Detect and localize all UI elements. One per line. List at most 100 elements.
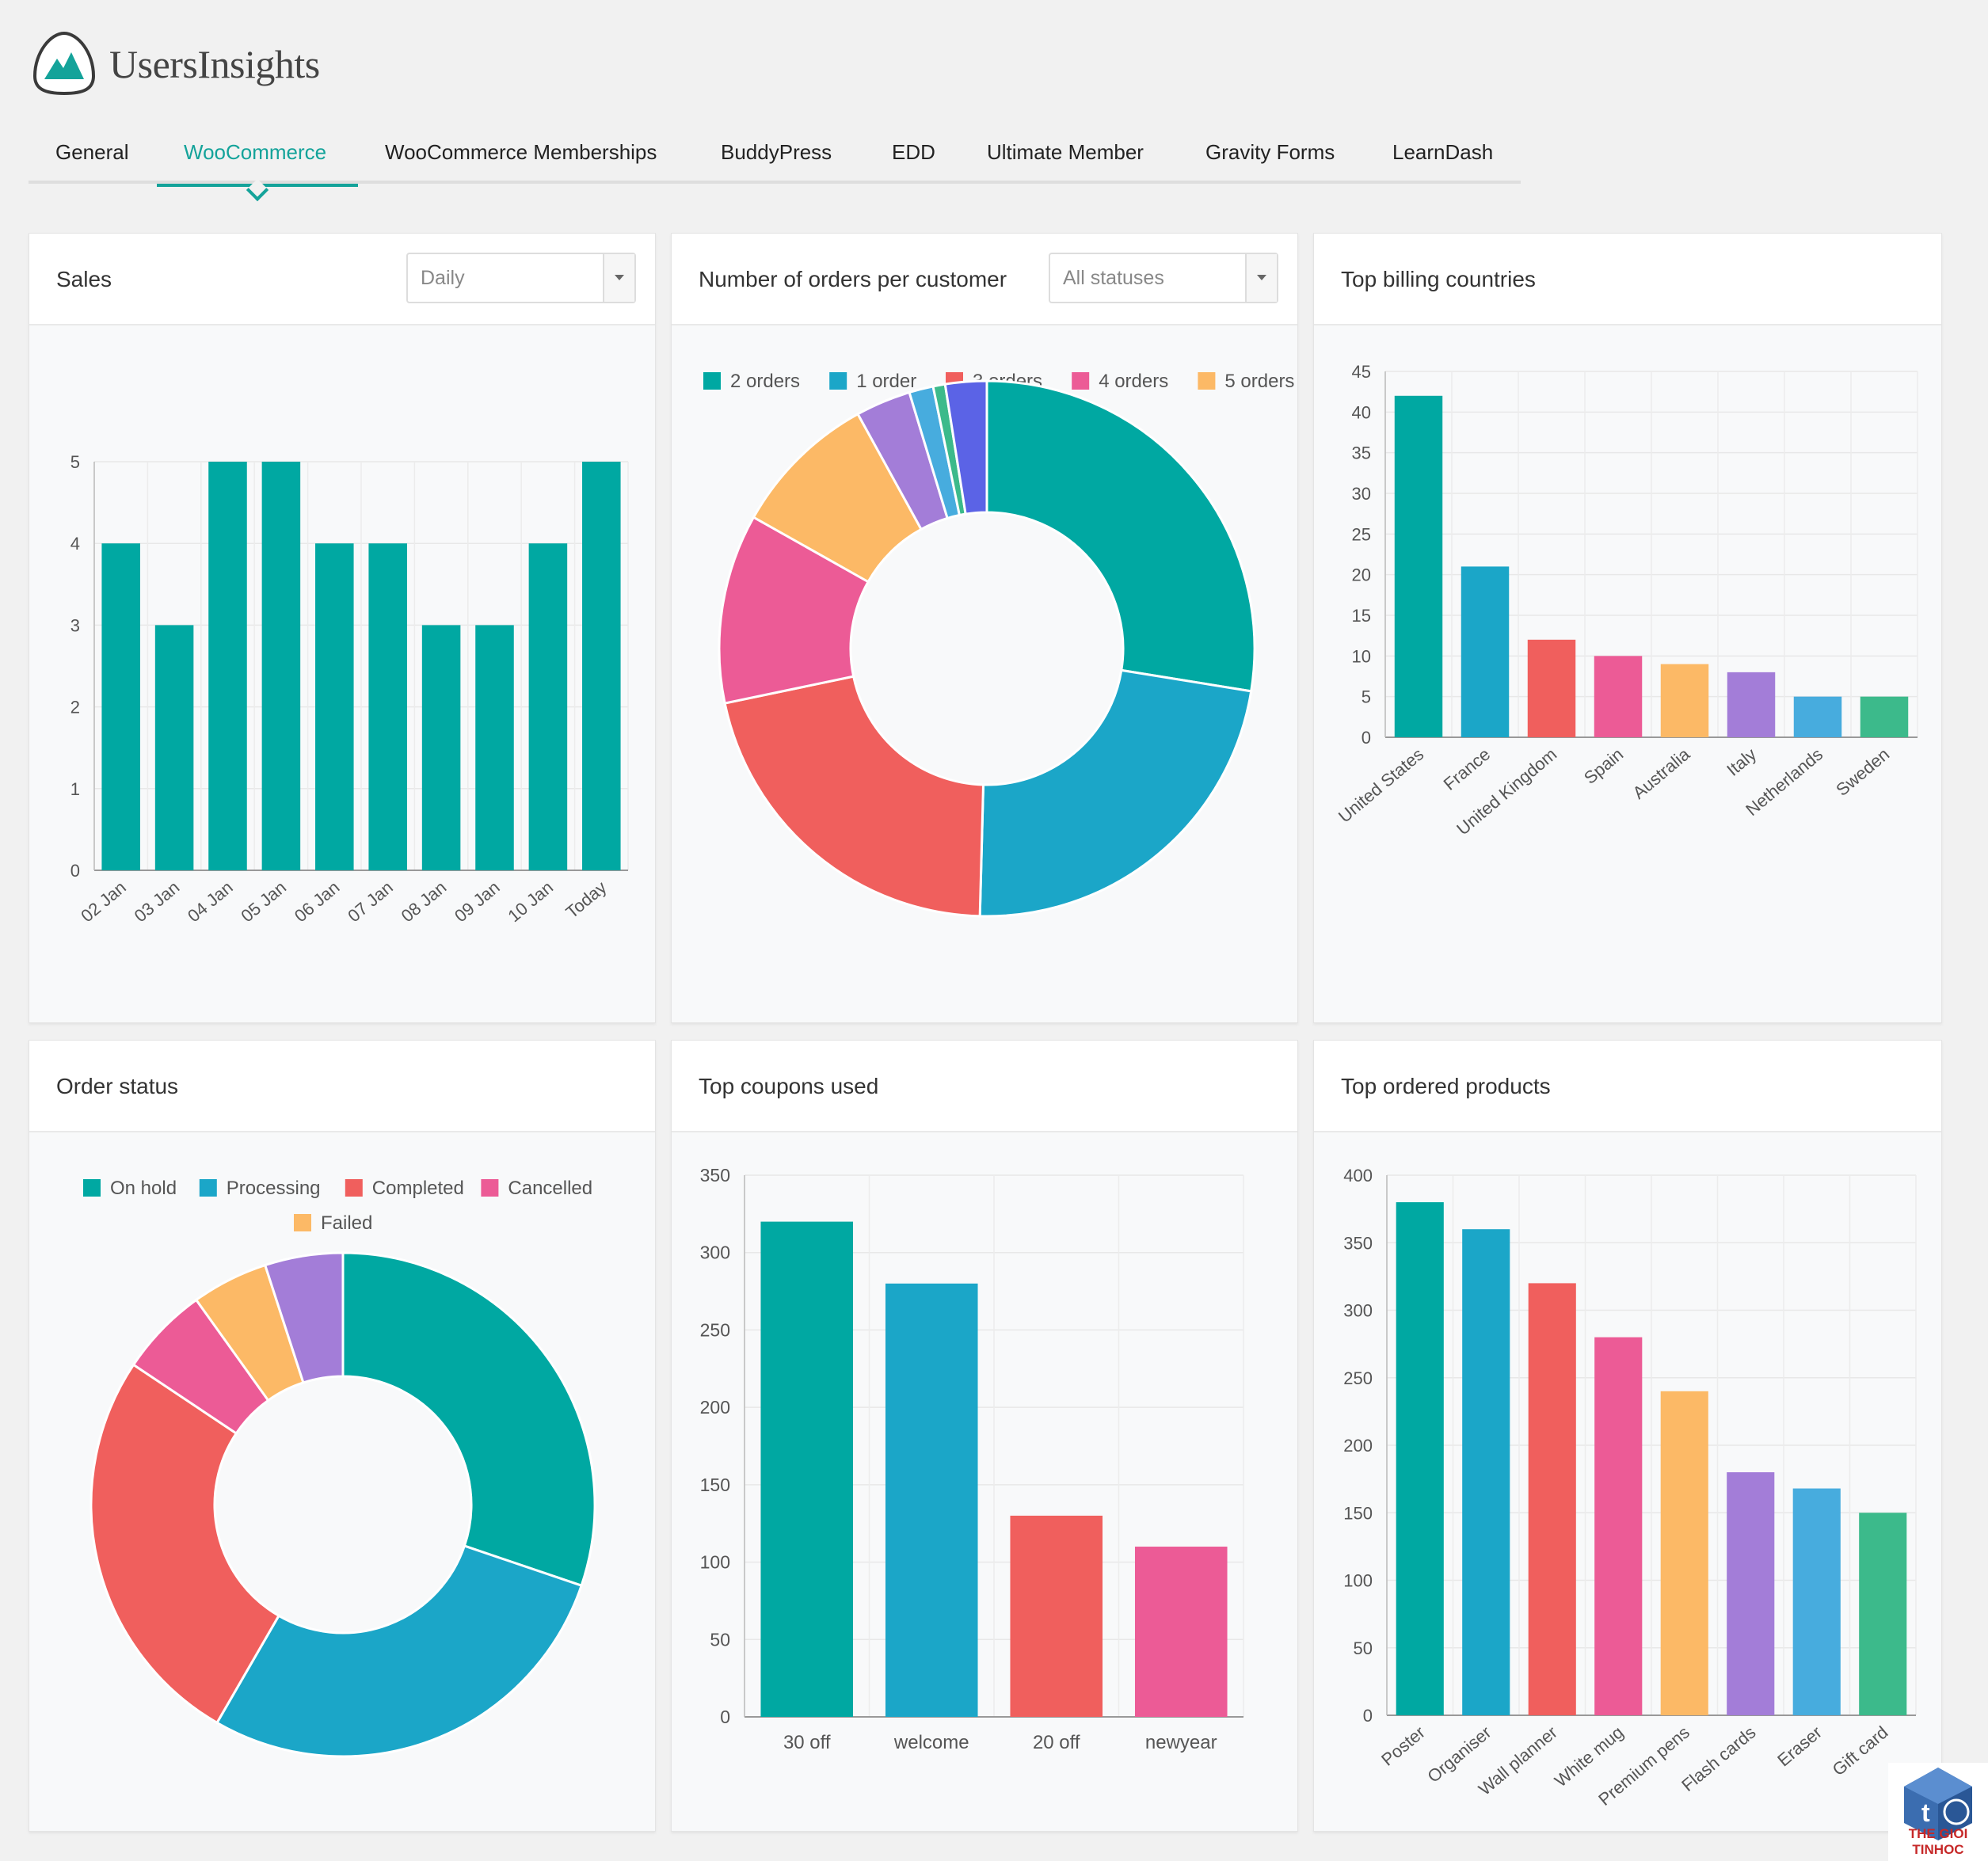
donut-slice xyxy=(215,1544,584,1758)
y-tick-label: 5 xyxy=(70,452,80,472)
y-tick-label: 350 xyxy=(1343,1233,1373,1253)
bar xyxy=(1792,1488,1841,1715)
tab-woocommerce[interactable]: WooCommerce xyxy=(157,127,358,202)
y-tick-label: 50 xyxy=(1354,1638,1373,1658)
x-tick-label: 06 Jan xyxy=(291,877,344,927)
legend-label: On hold xyxy=(110,1178,177,1199)
card-title: Number of orders per customer xyxy=(699,267,1007,291)
bar xyxy=(1727,672,1776,737)
order-status-donut-chart: On hold Processing Completed Cancelled Faile… xyxy=(83,1178,596,1758)
bar xyxy=(582,462,621,870)
bar xyxy=(1660,664,1709,737)
bar xyxy=(1527,639,1576,737)
bar xyxy=(1462,1229,1510,1715)
card-body: On hold Processing Completed Cancelled Faile… xyxy=(29,1132,655,1831)
x-tick-label: Eraser xyxy=(1773,1722,1826,1771)
bar xyxy=(1594,1337,1643,1715)
card-body: 0 1 2 3 4 5 02 Jan 03 Jan 04 Jan 05 Jan 06 Jan 07 J… xyxy=(29,325,655,1022)
card-title: Top coupons used xyxy=(699,1074,879,1098)
y-tick-label: 10 xyxy=(1352,646,1371,666)
y-tick-label: 300 xyxy=(700,1243,730,1263)
y-tick-label: 400 xyxy=(1343,1166,1373,1185)
select-value: Daily xyxy=(421,267,465,289)
x-tick-label: Poster xyxy=(1377,1722,1429,1770)
card-header: Top coupons used xyxy=(672,1041,1297,1132)
tab-woocommerce-memberships[interactable]: WooCommerce Memberships xyxy=(358,127,684,184)
billing-countries-card: Top billing countries 0 5 10 15 20 25 30 35 40 45… xyxy=(1313,233,1942,1023)
bar xyxy=(1396,1202,1444,1715)
tab-label: LearnDash xyxy=(1392,140,1494,164)
tab-label: Gravity Forms xyxy=(1205,140,1335,164)
select-toggle[interactable] xyxy=(603,254,634,302)
y-tick-label: 100 xyxy=(700,1552,730,1573)
cube-logo-icon: t xyxy=(1904,1768,1972,1840)
tab-label: BuddyPress xyxy=(721,140,832,164)
x-tick-label: 05 Jan xyxy=(237,877,290,927)
tab-bar: General WooCommerce WooCommerce Membersh… xyxy=(29,127,1521,202)
bar xyxy=(1594,656,1643,737)
bar xyxy=(1528,1283,1576,1715)
bar xyxy=(368,543,407,870)
card-header: Number of orders per customer All status… xyxy=(672,234,1297,325)
status-select[interactable]: All statuses xyxy=(1049,253,1278,303)
tab-ultimate-member[interactable]: Ultimate Member xyxy=(960,127,1171,184)
tab-gravity-forms[interactable]: Gravity Forms xyxy=(1179,127,1362,184)
y-tick-label: 0 xyxy=(70,861,80,881)
donut-slice xyxy=(978,668,1253,918)
donut-slice xyxy=(723,675,985,918)
products-bar-chart: 050100150200250300350400PosterOrganiserW… xyxy=(1343,1166,1917,1810)
tab-general[interactable]: General xyxy=(29,127,156,184)
donut-slice xyxy=(89,1363,281,1725)
x-tick-label: 30 off xyxy=(783,1732,831,1753)
select-toggle[interactable] xyxy=(1245,254,1277,302)
y-tick-label: 1 xyxy=(70,779,80,799)
period-select[interactable]: Daily xyxy=(406,253,636,303)
x-tick-label: 09 Jan xyxy=(451,877,504,927)
coupons-card: Top coupons used 0 50 100 150 200 250 300 350 30… xyxy=(671,1040,1298,1832)
x-tick-label: Today xyxy=(562,877,610,923)
bar xyxy=(475,625,514,870)
app-logo[interactable]: UsersInsights xyxy=(30,30,320,98)
tab-label: WooCommerce xyxy=(184,140,327,164)
legend-swatch xyxy=(345,1179,363,1197)
y-tick-label: 150 xyxy=(1343,1503,1373,1523)
legend-swatch xyxy=(829,372,847,390)
tab-label: EDD xyxy=(892,140,935,164)
x-tick-label: Flash cards xyxy=(1678,1722,1759,1795)
legend-swatch xyxy=(294,1214,311,1231)
donut-slice xyxy=(263,1251,345,1384)
bar xyxy=(1461,566,1510,737)
x-tick-label: 10 Jan xyxy=(504,877,557,927)
tab-edd[interactable]: EDD xyxy=(865,127,962,184)
y-tick-label: 35 xyxy=(1352,443,1371,463)
products-card: Top ordered products 0 50 100 150 200 250 300 3… xyxy=(1313,1040,1942,1832)
card-body: 0 50 100 150 200 250 300 350 400 Poster Organiser W… xyxy=(1314,1132,1941,1831)
x-tick-label: France xyxy=(1440,744,1495,794)
bar xyxy=(261,462,301,870)
donut-slice xyxy=(985,379,1256,693)
y-tick-label: 200 xyxy=(700,1397,730,1418)
logo-text: UsersInsights xyxy=(109,42,320,86)
bar xyxy=(1793,696,1842,737)
x-tick-label: 07 Jan xyxy=(344,877,397,927)
bar xyxy=(1394,395,1443,737)
tab-learndash[interactable]: LearnDash xyxy=(1365,127,1520,184)
legend-swatch xyxy=(83,1179,101,1197)
active-tab-caret xyxy=(246,178,269,202)
legend-label: 4 orders xyxy=(1099,371,1168,392)
card-title: Top billing countries xyxy=(1341,267,1536,291)
bar xyxy=(101,543,140,870)
sales-card: Sales Daily 0 1 2 3 4 5 02 Jan 03 Jan 04 Jan 05 J… xyxy=(29,233,656,1023)
x-tick-label: 20 off xyxy=(1033,1732,1080,1753)
x-tick-label: 02 Jan xyxy=(77,877,130,927)
y-tick-label: 15 xyxy=(1352,606,1371,626)
select-value: All statuses xyxy=(1063,267,1164,289)
tab-label: General xyxy=(55,140,129,164)
y-tick-label: 40 xyxy=(1352,402,1371,422)
y-tick-label: 5 xyxy=(1362,687,1371,707)
tab-label: Ultimate Member xyxy=(987,140,1144,164)
tab-buddypress[interactable]: BuddyPress xyxy=(694,127,859,184)
x-tick-label: Spain xyxy=(1580,744,1627,788)
